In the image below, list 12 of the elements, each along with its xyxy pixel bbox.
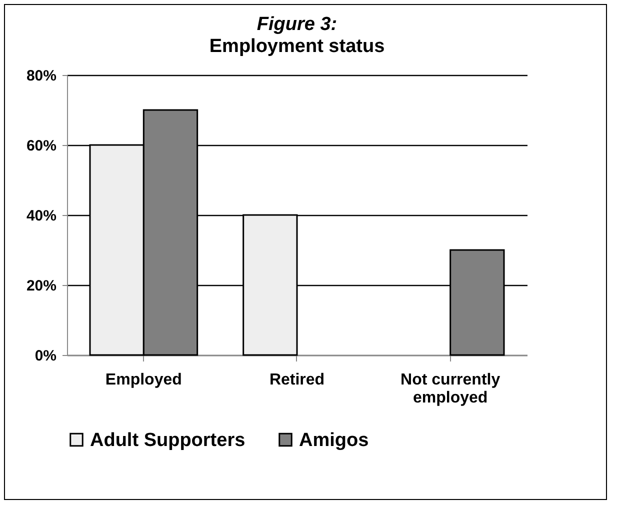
chart-subtitle: Employment status bbox=[209, 36, 385, 57]
y-tick-label: 80% bbox=[26, 68, 56, 84]
y-tick-label: 40% bbox=[26, 208, 56, 224]
y-tick-label: 20% bbox=[26, 278, 56, 294]
y-tick-label: 0% bbox=[34, 348, 56, 364]
legend-label: Amigos bbox=[299, 430, 369, 451]
chart-title: Figure 3: bbox=[256, 14, 338, 35]
x-tick-label: Employed bbox=[105, 372, 182, 388]
x-tick-label: Not currently employed bbox=[400, 372, 500, 406]
legend-label: Adult Supporters bbox=[90, 430, 246, 451]
x-tick-label: Retired bbox=[269, 372, 325, 388]
y-tick-label: 60% bbox=[26, 138, 56, 154]
